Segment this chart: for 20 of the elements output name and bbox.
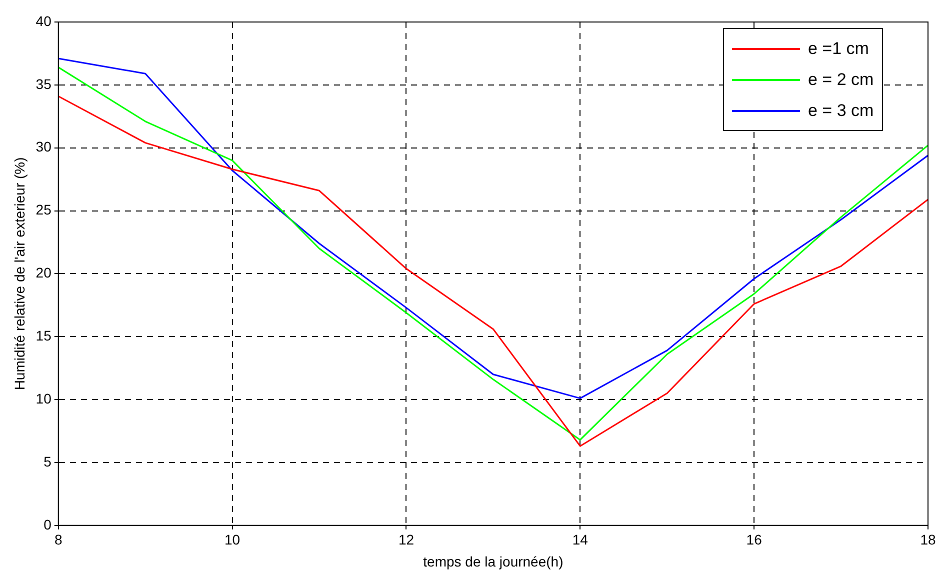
legend-label: e =1 cm — [808, 38, 869, 58]
x-tick-label: 14 — [572, 532, 588, 548]
x-axis-title: temps de la journée(h) — [423, 553, 564, 570]
legend-label: e = 3 cm — [808, 100, 874, 120]
y-tick-label: 0 — [44, 516, 52, 532]
y-tick-label: 40 — [36, 12, 52, 29]
y-tick-label: 15 — [36, 327, 52, 344]
y-tick-label: 5 — [44, 453, 52, 470]
x-tick-label: 8 — [54, 532, 62, 548]
y-tick-label: 25 — [36, 202, 52, 218]
x-tick-label: 12 — [398, 532, 414, 548]
y-axis-title: Humidité relative de l'air exterieur (%) — [11, 157, 28, 390]
y-tick-label: 10 — [36, 390, 52, 406]
y-tick-label: 35 — [36, 76, 52, 92]
x-tick-label: 10 — [224, 532, 240, 548]
x-tick-label: 16 — [746, 532, 762, 548]
x-tick-label: 18 — [920, 532, 936, 548]
legend-label: e = 2 cm — [808, 70, 874, 90]
y-tick-label: 20 — [36, 264, 52, 281]
y-tick-label: 30 — [36, 138, 52, 155]
